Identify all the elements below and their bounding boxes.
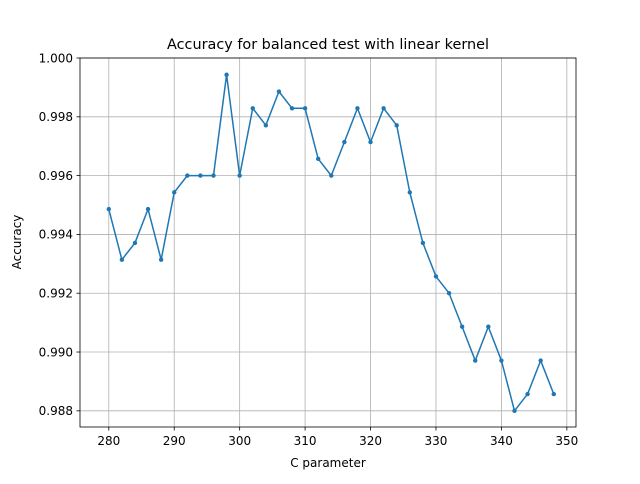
data-point bbox=[381, 106, 386, 111]
y-axis-label: Accuracy bbox=[10, 215, 24, 270]
data-point bbox=[446, 291, 452, 296]
y-tick-label: 0.998 bbox=[39, 110, 73, 124]
data-point bbox=[302, 106, 308, 111]
y-axis-ticks: 0.988 0.990 0.992 0.994 0.996 0.998 1.000 bbox=[39, 51, 80, 418]
data-point bbox=[459, 324, 465, 329]
x-tick-label: 350 bbox=[555, 434, 578, 448]
data-point bbox=[237, 173, 242, 178]
x-tick-label: 310 bbox=[294, 434, 317, 448]
x-tick-label: 330 bbox=[425, 434, 448, 448]
x-tick-label: 280 bbox=[97, 434, 120, 448]
x-axis-ticks: 280 290 300 310 320 330 340 350 bbox=[97, 427, 578, 448]
grid-lines bbox=[80, 57, 576, 427]
data-point bbox=[499, 358, 504, 363]
y-tick-label: 0.992 bbox=[39, 287, 73, 301]
data-point bbox=[158, 257, 164, 262]
data-point bbox=[342, 139, 347, 145]
data-point bbox=[132, 240, 138, 246]
x-axis-label: C parameter bbox=[290, 456, 366, 470]
y-tick-label: 1.000 bbox=[39, 51, 73, 65]
data-point bbox=[119, 257, 125, 262]
data-point bbox=[106, 206, 111, 212]
data-point bbox=[276, 89, 282, 94]
x-tick-label: 340 bbox=[490, 434, 513, 448]
data-point bbox=[473, 358, 478, 363]
data-point bbox=[211, 173, 216, 178]
data-point bbox=[512, 408, 517, 414]
data-point bbox=[289, 106, 295, 111]
data-point bbox=[368, 139, 373, 145]
x-tick-label: 290 bbox=[163, 434, 186, 448]
y-tick-label: 0.996 bbox=[39, 169, 73, 183]
series-layer bbox=[106, 72, 556, 414]
data-point bbox=[315, 156, 321, 162]
data-point bbox=[394, 123, 399, 128]
data-point bbox=[486, 324, 491, 329]
data-point bbox=[355, 106, 360, 111]
data-point bbox=[551, 391, 556, 397]
data-point bbox=[407, 190, 412, 195]
data-point bbox=[172, 190, 177, 195]
data-point bbox=[420, 240, 426, 246]
y-tick-label: 0.990 bbox=[39, 345, 73, 359]
data-point bbox=[145, 206, 151, 212]
x-tick-label: 300 bbox=[228, 434, 251, 448]
plot-frame bbox=[79, 57, 577, 428]
data-point bbox=[538, 358, 543, 363]
data-point bbox=[224, 72, 229, 77]
data-point bbox=[525, 391, 530, 397]
x-tick-label: 320 bbox=[359, 434, 382, 448]
chart-title: Accuracy for balanced test with linear k… bbox=[167, 37, 489, 53]
data-point bbox=[329, 173, 334, 178]
data-point bbox=[198, 173, 203, 178]
y-tick-label: 0.994 bbox=[39, 228, 73, 242]
data-point bbox=[263, 123, 269, 128]
y-tick-label: 0.988 bbox=[39, 404, 73, 418]
data-point bbox=[185, 173, 190, 178]
data-point bbox=[433, 274, 439, 279]
data-point bbox=[250, 106, 255, 111]
